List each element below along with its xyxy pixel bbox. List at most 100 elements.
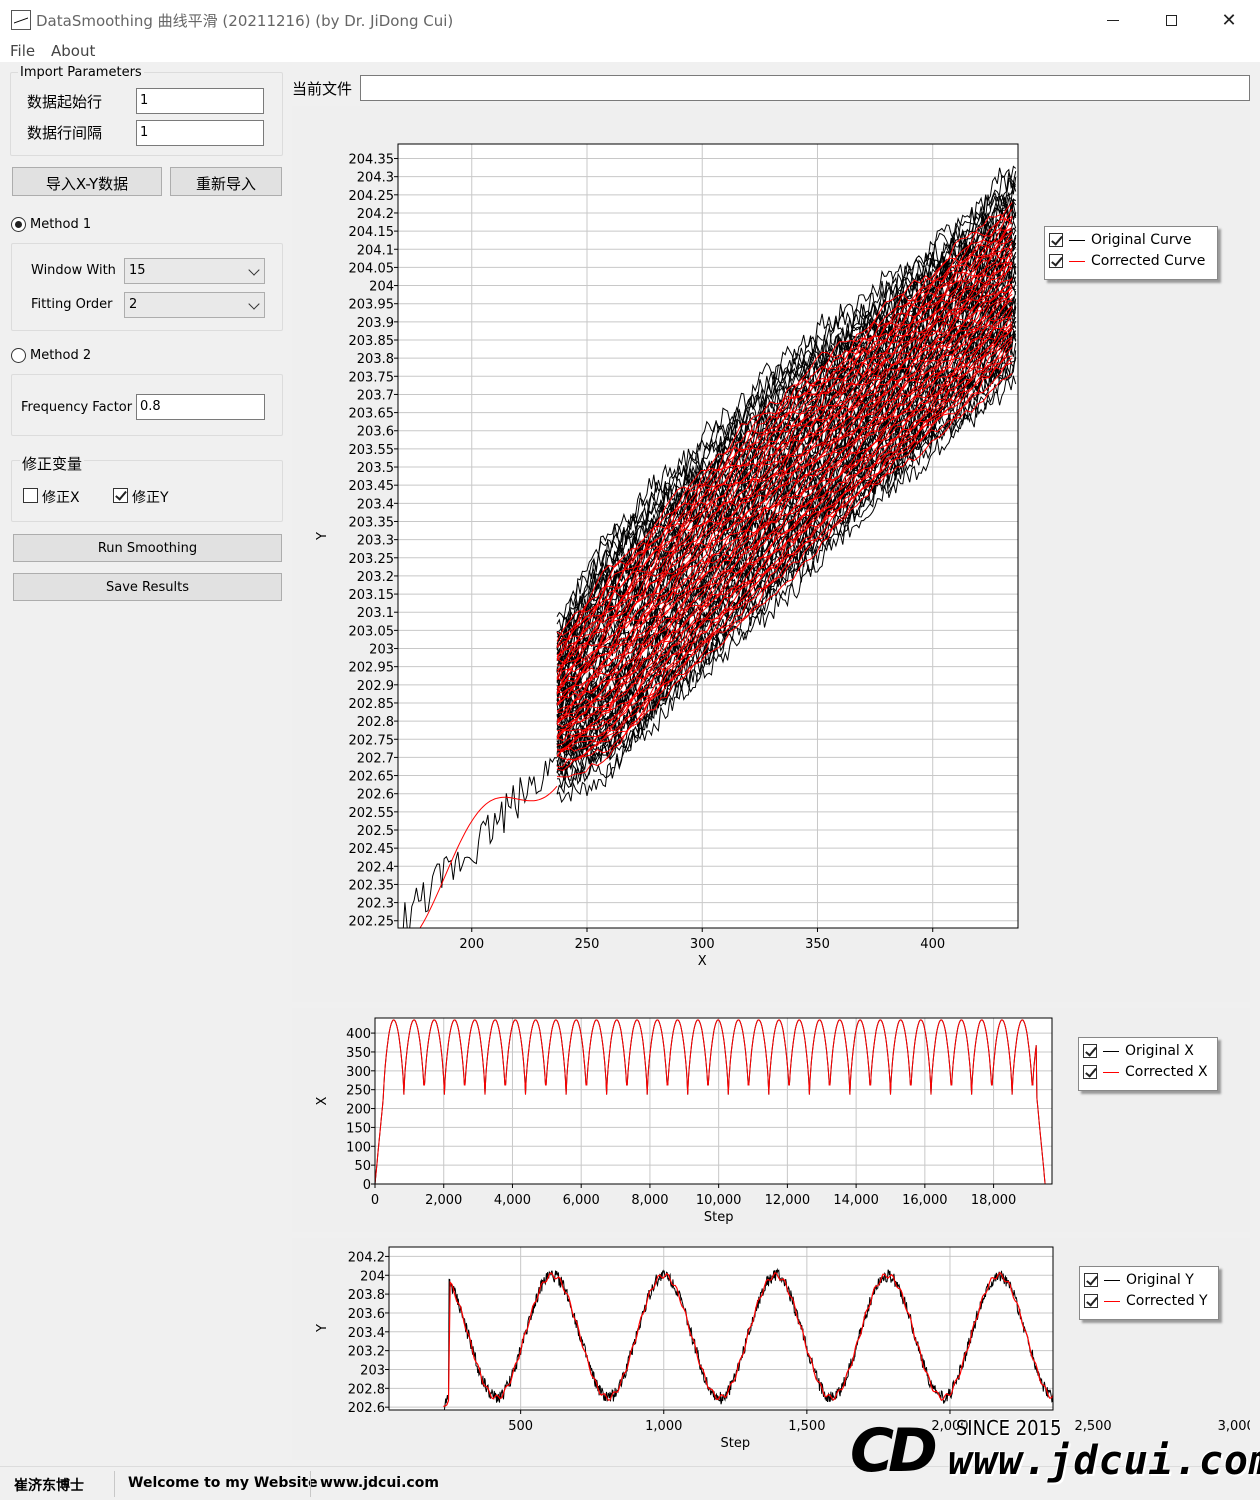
legend-label: Corrected X	[1125, 1064, 1208, 1080]
corrected-curve-line	[556, 325, 1013, 732]
x-tick-label: 300	[690, 937, 715, 952]
legend-corrected-x[interactable]: Corrected X	[1083, 1064, 1208, 1084]
y-tick-label: 203	[369, 643, 394, 658]
legend-checkbox[interactable]	[1084, 1294, 1098, 1308]
plot-frame	[388, 1246, 1054, 1411]
method2-group: Frequency Factor 0.8	[11, 374, 283, 436]
legend-line-icon	[1103, 1071, 1119, 1073]
corrected-curve-line	[556, 213, 1013, 636]
legend-original-curve[interactable]: Original Curve	[1049, 232, 1192, 252]
corrected-curve-line	[556, 297, 1013, 712]
method2-radio[interactable]	[11, 348, 26, 363]
corrected-curve-line	[556, 305, 1013, 721]
import-xy-button[interactable]: 导入X-Y数据	[12, 167, 162, 196]
y-tick-label: 203.45	[349, 479, 395, 494]
corrected-curve-line	[556, 373, 1013, 778]
start-row-input[interactable]: 1	[136, 88, 264, 114]
corrected-curve-line	[556, 357, 1013, 761]
corrected-curve-line	[556, 316, 1013, 725]
legend-checkbox[interactable]	[1049, 233, 1063, 247]
y-tick-label: 203.05	[349, 624, 395, 639]
x-tick-label: 10,000	[696, 1193, 742, 1208]
original-curve-line	[556, 171, 1017, 645]
legend-original-x[interactable]: Original X	[1083, 1043, 1194, 1063]
original-curve-line	[556, 186, 1016, 656]
corrected-curve-line	[556, 202, 1013, 642]
plot-frame	[397, 143, 1019, 929]
plot-background	[375, 1018, 1052, 1184]
legend-corrected-y[interactable]: Corrected Y	[1084, 1293, 1208, 1313]
x-tick-label: 3,000	[1218, 1419, 1250, 1434]
legend-checkbox[interactable]	[1049, 254, 1063, 268]
x-tick-label: 6,000	[563, 1193, 600, 1208]
reimport-button[interactable]: 重新导入	[170, 167, 282, 196]
y-tick-label: 204.05	[349, 261, 395, 276]
save-results-button[interactable]: Save Results	[13, 573, 282, 601]
menu-about[interactable]: About	[51, 42, 96, 60]
fitting-order-select[interactable]: 2	[124, 292, 265, 318]
original-curve-line	[556, 330, 1017, 762]
maximize-button[interactable]	[1142, 0, 1200, 40]
window-title: DataSmoothing 曲线平滑 (20211216) (by Dr. Ji…	[36, 12, 454, 30]
correct-y-checkbox[interactable]	[113, 488, 128, 503]
window-width-select[interactable]: 15	[124, 258, 265, 284]
minimize-icon	[1107, 19, 1119, 21]
y-tick-label: 203.6	[357, 425, 394, 440]
legend-label: Corrected Y	[1126, 1293, 1208, 1309]
step-y-chart-panel: 204.2 204 203.8 203.6 203.4 203.2 203 202.8 202.…	[292, 1238, 1250, 1460]
legend-checkbox[interactable]	[1083, 1065, 1097, 1079]
menu-bar: File About	[0, 40, 1260, 62]
y-tick-label: 203.4	[348, 1326, 385, 1341]
chevron-down-icon	[248, 264, 260, 276]
row-interval-input[interactable]: 1	[136, 120, 264, 146]
menu-file[interactable]: File	[10, 42, 36, 60]
legend-line-icon	[1104, 1300, 1120, 1302]
close-button[interactable]: ✕	[1200, 0, 1258, 40]
legend-checkbox[interactable]	[1083, 1044, 1097, 1058]
x-axis-label: X	[698, 954, 707, 969]
minimize-button[interactable]	[1084, 0, 1142, 40]
run-smoothing-button[interactable]: Run Smoothing	[13, 534, 282, 562]
status-bar: 崔济东博士 Welcome to my Website www.jdcui.co…	[0, 1466, 1260, 1500]
jdcui-watermark: CD SINCE 2015 www.jdcui.com	[850, 1408, 1260, 1500]
xy-chart-legend: Original Curve Corrected Curve	[1044, 226, 1218, 280]
correct-x-checkbox[interactable]	[23, 488, 38, 503]
corrected-curve-line	[556, 219, 1013, 658]
x-tick-label: 16,000	[902, 1193, 948, 1208]
legend-checkbox[interactable]	[1084, 1273, 1098, 1287]
corrected-curve-line	[556, 321, 1013, 740]
corrected-curve-line	[556, 347, 1013, 772]
xy-chart-panel: 204.35 204.3 204.25 204.2 204.15 204.1 204.05 2…	[292, 106, 1250, 1002]
corrected-curve-line	[556, 355, 1013, 751]
y-tick-label: 204.2	[348, 1250, 385, 1265]
y-tick-label: 204.3	[357, 171, 394, 186]
original-curve-line	[556, 318, 1017, 749]
current-file-input[interactable]	[360, 75, 1250, 101]
legend-corrected-curve[interactable]: Corrected Curve	[1049, 253, 1205, 273]
x-tick-label: 1,500	[788, 1419, 825, 1434]
step-y-chart[interactable]: 204.2 204 203.8 203.6 203.4 203.2 203 202.8 202.…	[292, 1238, 1250, 1460]
step-x-chart[interactable]: 400 350 300 250 200 150 100 50 00 2,000 4,000 6,000…	[292, 1008, 1250, 1232]
corrected-curve-line	[556, 247, 1013, 682]
frequency-factor-input[interactable]: 0.8	[136, 394, 265, 420]
method1-radio[interactable]	[11, 217, 26, 232]
y-tick-label: 202.45	[349, 842, 395, 857]
corrected-curve-line	[556, 208, 1013, 648]
y-tick-label: 202.4	[357, 860, 394, 875]
xy-chart[interactable]: 204.35 204.3 204.25 204.2 204.15 204.1 204.05 2…	[292, 106, 1250, 1002]
plot-series	[443, 1267, 1053, 1410]
status-welcome: Welcome to my Website	[128, 1475, 318, 1491]
legend-original-y[interactable]: Original Y	[1084, 1272, 1194, 1292]
y-tick-label: 202.25	[349, 915, 395, 930]
status-website-link[interactable]: www.jdcui.com	[320, 1475, 439, 1491]
method1-group: Window With 15 Fitting Order 2	[11, 243, 283, 331]
y-tick-label: 204.2	[357, 207, 394, 222]
corrected-curve-line	[556, 338, 1013, 742]
x-tick-label: 14,000	[833, 1193, 879, 1208]
x-tick-label: 8,000	[631, 1193, 668, 1208]
x-tick-label: 200	[459, 937, 484, 952]
y-tick-label: 203.2	[348, 1345, 385, 1360]
y-tick-label: 203.4	[357, 497, 394, 512]
y-tick-label: 204.35	[349, 153, 395, 168]
y-tick-label: 250	[346, 1084, 371, 1099]
